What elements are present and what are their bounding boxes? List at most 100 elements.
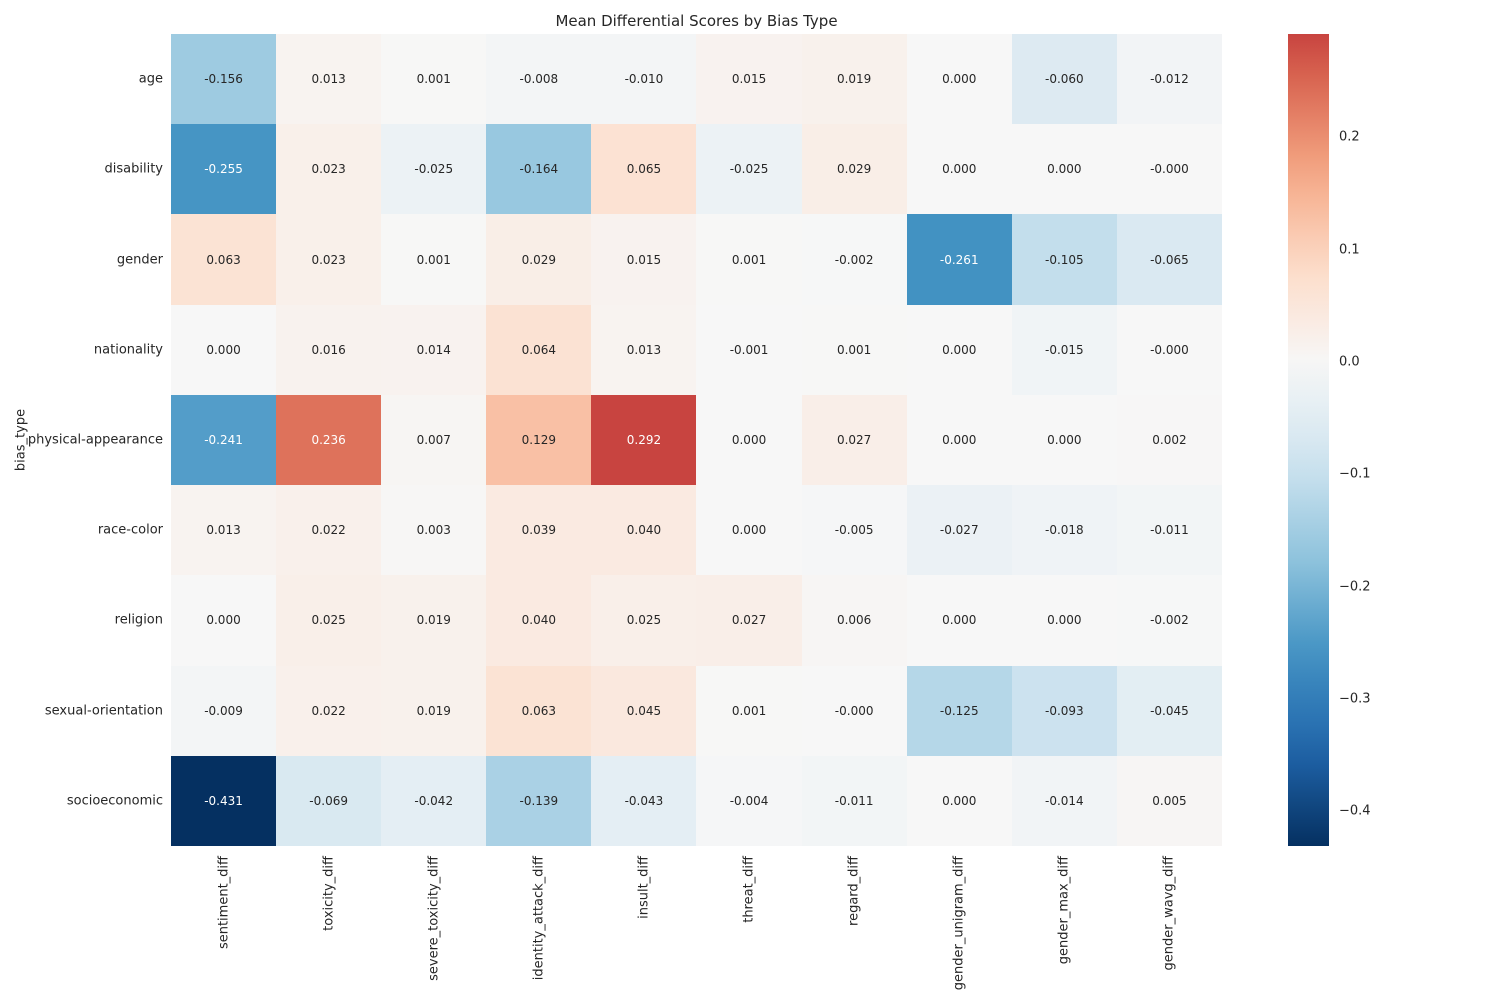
heatmap-cell: -0.431	[171, 755, 277, 846]
chart-title: Mean Differential Scores by Bias Type	[555, 12, 838, 30]
heatmap-cell: 0.065	[591, 124, 697, 215]
x-tick-label: severe_toxicity_diff	[426, 856, 442, 981]
x-tick-label: threat_diff	[741, 856, 757, 923]
heatmap-cell: 0.000	[906, 755, 1012, 846]
heatmap-cell: 0.002	[1116, 394, 1222, 486]
x-tick-label: gender_max_diff	[1056, 856, 1072, 965]
heatmap-cell: 0.027	[696, 575, 802, 666]
heatmap-cell: -0.060	[1011, 34, 1117, 125]
heatmap-cell: 0.000	[906, 34, 1012, 125]
heatmap-cell: -0.241	[171, 394, 277, 486]
heatmap-cell: -0.027	[906, 485, 1012, 576]
heatmap-cell: -0.010	[591, 34, 697, 125]
heatmap-cell: 0.014	[381, 304, 487, 395]
heatmap-cell: 0.000	[1011, 124, 1117, 215]
heatmap-cell: 0.001	[381, 34, 487, 125]
heatmap-cell: -0.002	[801, 214, 907, 305]
heatmap-cell: 0.015	[696, 34, 802, 125]
heatmap-cell: -0.156	[171, 34, 277, 125]
heatmap-cell: 0.019	[381, 575, 487, 666]
colorbar-tick-label: −0.3	[1339, 691, 1371, 707]
heatmap-cell: 0.025	[276, 575, 382, 666]
heatmap-cell: -0.069	[276, 755, 382, 846]
heatmap-cell: 0.000	[1011, 394, 1117, 486]
heatmap-cell: -0.002	[1116, 575, 1222, 666]
y-tick-label: race-color	[97, 522, 163, 538]
y-tick-label: disability	[104, 161, 163, 177]
heatmap-cell: -0.012	[1116, 34, 1222, 125]
heatmap-cell: -0.164	[486, 124, 592, 215]
heatmap-cell: 0.023	[276, 124, 382, 215]
heatmap-cell: 0.000	[171, 304, 277, 395]
y-tick-label: socioeconomic	[66, 793, 163, 809]
heatmap-cell: 0.029	[801, 124, 907, 215]
heatmap-cell: -0.043	[591, 755, 697, 846]
heatmap-cell: 0.045	[591, 665, 697, 756]
colorbar	[1288, 34, 1329, 846]
heatmap-cell: 0.236	[276, 394, 382, 486]
heatmap-cell: 0.292	[591, 394, 697, 486]
heatmap-grid: -0.156 0.013 0.001 -0.008 -0.010 0.015 0.019 0.…	[171, 34, 1222, 846]
heatmap-cell: 0.013	[276, 34, 382, 125]
x-tick-label: identity_attack_diff	[531, 856, 547, 981]
heatmap-cell: -0.065	[1116, 214, 1222, 305]
heatmap-cell: -0.000	[801, 665, 907, 756]
x-tick-label: insult_diff	[636, 856, 652, 919]
heatmap-cell: 0.063	[171, 214, 277, 305]
heatmap-cell: 0.000	[906, 575, 1012, 666]
heatmap-cell: -0.125	[906, 665, 1012, 756]
x-tick-label: gender_unigram_diff	[951, 856, 967, 991]
heatmap-cell: 0.015	[591, 214, 697, 305]
heatmap-cell: 0.019	[801, 34, 907, 125]
y-tick-label: sexual-orientation	[44, 703, 163, 719]
heatmap-cell: 0.001	[381, 214, 487, 305]
x-tick-label: regard_diff	[846, 856, 862, 926]
heatmap-cell: 0.000	[1011, 575, 1117, 666]
heatmap-cell: 0.006	[801, 575, 907, 666]
heatmap-cell: -0.011	[801, 755, 907, 846]
heatmap-cell: -0.093	[1011, 665, 1117, 756]
heatmap-cell: -0.025	[696, 124, 802, 215]
heatmap-cell: 0.005	[1116, 755, 1222, 846]
y-tick-label: age	[138, 71, 163, 87]
heatmap-cell: -0.000	[1116, 124, 1222, 215]
heatmap-cell: -0.014	[1011, 755, 1117, 846]
heatmap-cell: 0.040	[591, 485, 697, 576]
heatmap-cell: 0.000	[906, 124, 1012, 215]
heatmap-cell: 0.063	[486, 665, 592, 756]
heatmap-cell: -0.000	[1116, 304, 1222, 395]
colorbar-tick-label: −0.4	[1339, 803, 1371, 819]
heatmap-cell: -0.042	[381, 755, 487, 846]
heatmap-cell: 0.000	[906, 304, 1012, 395]
y-tick-label: gender	[116, 252, 163, 268]
heatmap-cell: -0.025	[381, 124, 487, 215]
heatmap-cell: -0.045	[1116, 665, 1222, 756]
heatmap-cell: 0.027	[801, 394, 907, 486]
heatmap-cell: -0.255	[171, 124, 277, 215]
colorbar-tick-label: 0.2	[1339, 129, 1360, 145]
heatmap-cell: 0.064	[486, 304, 592, 395]
heatmap-cell: 0.000	[696, 394, 802, 486]
heatmap-cell: -0.261	[906, 214, 1012, 305]
heatmap-cell: -0.001	[696, 304, 802, 395]
heatmap-cell: 0.000	[696, 485, 802, 576]
heatmap-cell: 0.022	[276, 485, 382, 576]
colorbar-tick-label: −0.1	[1339, 466, 1371, 482]
heatmap-cell: 0.019	[381, 665, 487, 756]
heatmap-cell: 0.029	[486, 214, 592, 305]
heatmap-cell: -0.018	[1011, 485, 1117, 576]
heatmap-cell: -0.011	[1116, 485, 1222, 576]
heatmap-cell: 0.001	[696, 665, 802, 756]
heatmap-cell: 0.007	[381, 394, 487, 486]
y-tick-label: physical-appearance	[27, 432, 163, 448]
heatmap-cell: 0.001	[801, 304, 907, 395]
x-tick-label: toxicity_diff	[321, 856, 337, 931]
colorbar-tick-label: 0.1	[1339, 242, 1360, 258]
heatmap-cell: 0.001	[696, 214, 802, 305]
heatmap-cell: 0.003	[381, 485, 487, 576]
heatmap-cell: 0.000	[906, 394, 1012, 486]
x-tick-label: gender_wavg_diff	[1161, 856, 1177, 971]
heatmap-cell: 0.025	[591, 575, 697, 666]
heatmap-cell: 0.023	[276, 214, 382, 305]
